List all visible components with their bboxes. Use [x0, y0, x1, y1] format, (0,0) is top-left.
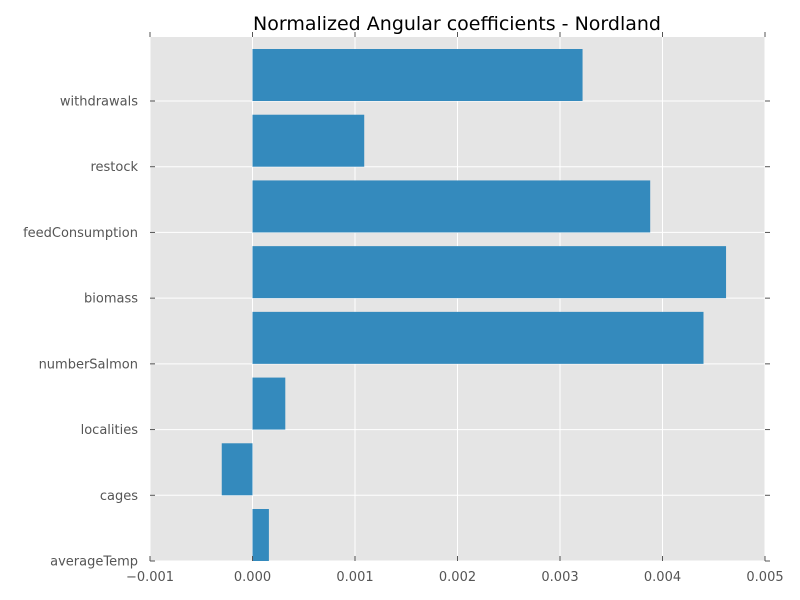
bar-biomass [252, 246, 727, 299]
bar-restock [252, 114, 365, 167]
x-tick-label: 0.000 [234, 570, 271, 585]
y-tick-label: localities [81, 423, 139, 438]
x-tick-label: −0.001 [126, 570, 174, 585]
x-tick-label: 0.003 [541, 570, 578, 585]
bar-averageTemp [252, 509, 269, 561]
y-tick-label: restock [90, 160, 138, 175]
x-tick-label: 0.004 [644, 570, 681, 585]
y-tick-labels: withdrawals restock feedConsumption biomass… [23, 95, 138, 570]
y-tick-label: numberSalmon [39, 357, 138, 372]
bar-withdrawals [252, 49, 583, 101]
bars [221, 49, 727, 561]
bar-feedConsumption [252, 180, 651, 233]
x-tick-label: 0.005 [746, 570, 783, 585]
bar-cages [221, 443, 253, 496]
x-tick-labels: −0.001 0.000 0.001 0.002 0.003 0.004 0.005 [126, 570, 784, 585]
y-tick-label: feedConsumption [23, 226, 138, 241]
bar-numberSalmon [252, 311, 704, 364]
x-tick-label: 0.002 [439, 570, 476, 585]
y-tick-label: biomass [84, 292, 138, 307]
y-tick-label: withdrawals [60, 95, 138, 110]
chart-title: Normalized Angular coefficients - Nordla… [253, 13, 661, 35]
y-tick-label: averageTemp [50, 555, 138, 570]
bar-localities [252, 377, 286, 430]
y-tick-label: cages [100, 489, 138, 504]
axis-ticks [149, 32, 770, 562]
x-tick-label: 0.001 [336, 570, 373, 585]
